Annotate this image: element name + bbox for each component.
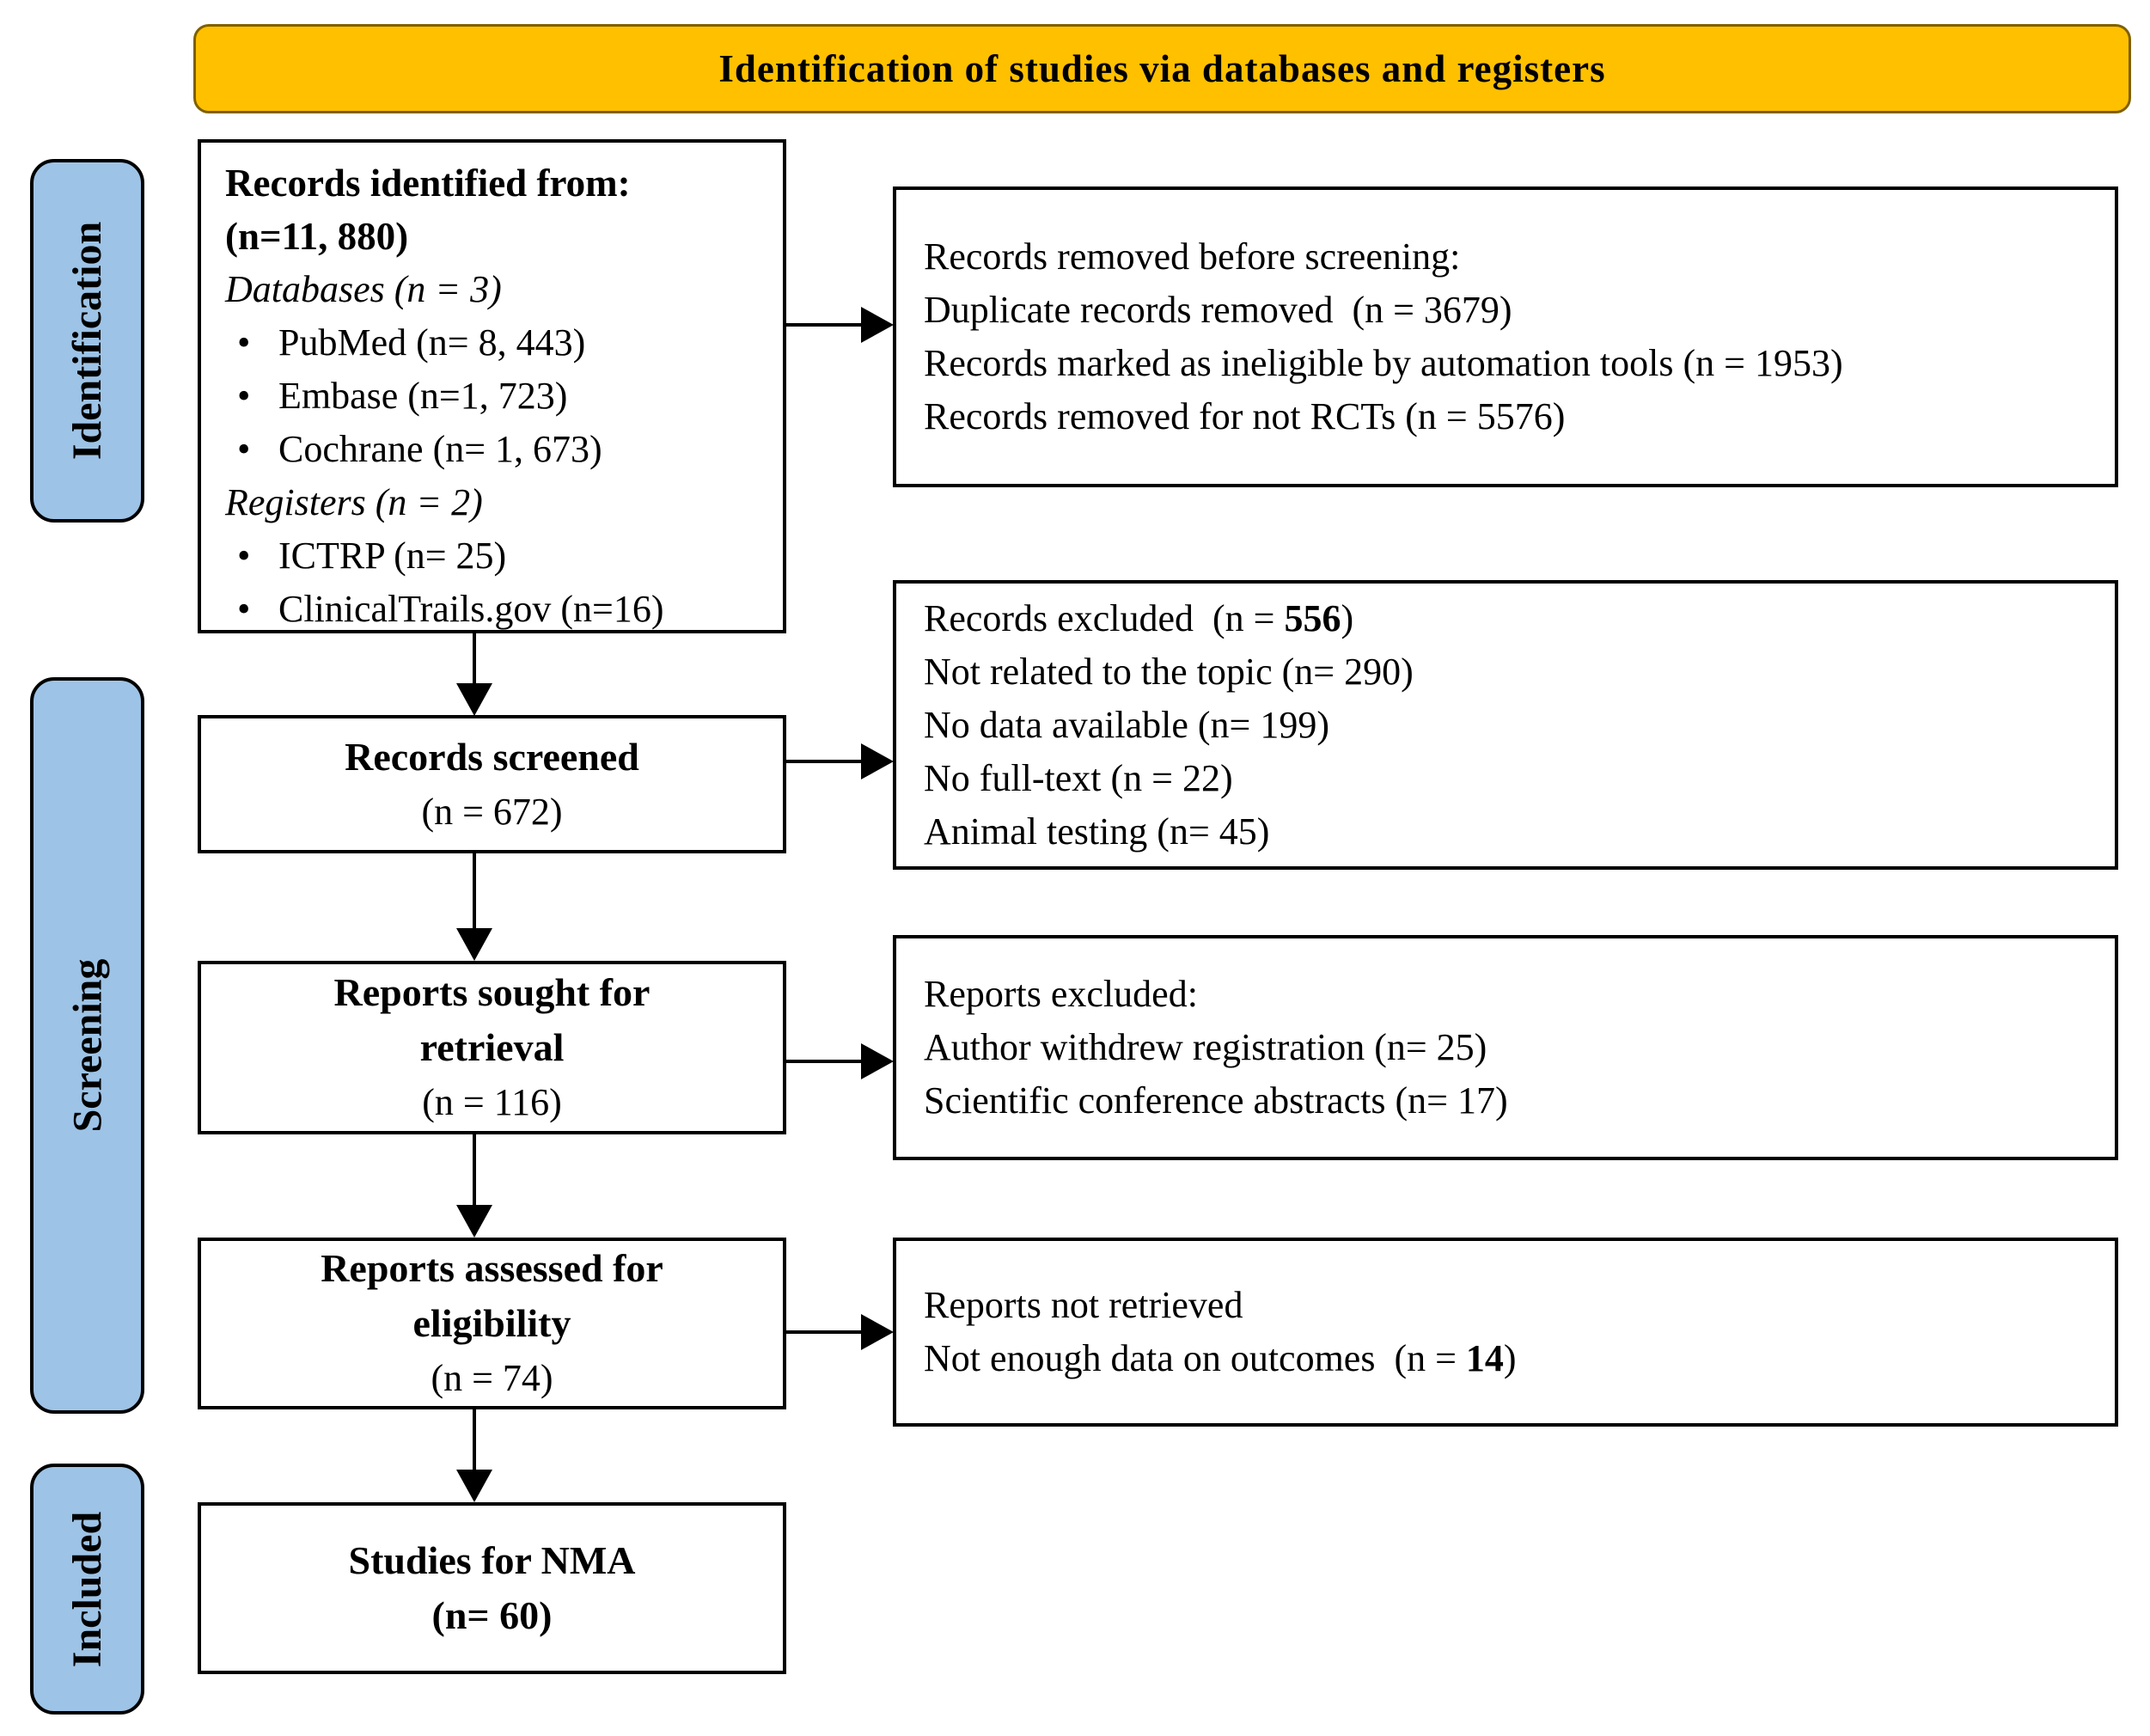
bullet-icon: • <box>237 375 251 417</box>
stage-included-label: Included <box>64 1511 110 1667</box>
reports-excluded-line: Author withdrew registration (n= 25) <box>924 1026 1487 1068</box>
arrowhead-right-icon <box>861 307 894 343</box>
records-removed-line: Duplicate records removed (n = 3679) <box>924 289 1512 331</box>
bullet-icon: • <box>237 428 251 470</box>
register-item: • ClinicalTrails.gov (n=16) <box>225 583 759 636</box>
records-excluded-line: No data available (n= 199) <box>924 703 1329 746</box>
records-excluded-line: Not related to the topic (n= 290) <box>924 650 1414 693</box>
database-item-label: PubMed (n= 8, 443) <box>278 321 586 364</box>
records-screened-count: (n = 672) <box>421 790 563 833</box>
reports-not-retrieved-line: Not enough data on outcomes (n = 14) <box>924 1337 1517 1379</box>
stage-screening: Screening <box>30 677 144 1414</box>
arrow-down-identified-to-screened <box>473 633 476 683</box>
arrow-down-sought-to-assessed <box>473 1134 476 1205</box>
reports-assessed-count: (n = 74) <box>431 1357 553 1399</box>
records-excluded-title: Records excluded (n = 556) <box>924 596 1354 639</box>
records-screened-box: Records screened (n = 672) <box>198 715 786 853</box>
register-item-label: ICTRP (n= 25) <box>278 535 507 577</box>
reports-excluded-title: Reports excluded: <box>924 973 1198 1015</box>
reports-excluded-box: Reports excluded: Author withdrew regist… <box>893 935 2118 1160</box>
arrowhead-down-icon <box>456 1470 492 1502</box>
records-removed-title: Records removed before screening: <box>924 235 1461 278</box>
stage-identification-label: Identification <box>64 221 110 461</box>
registers-header: Registers (n = 2) <box>225 481 483 523</box>
database-item-label: Cochrane (n= 1, 673) <box>278 428 602 470</box>
stage-identification: Identification <box>30 159 144 523</box>
studies-nma-title: Studies for NMA <box>348 1538 636 1582</box>
reports-assessed-box: Reports assessed for eligibility (n = 74… <box>198 1238 786 1409</box>
stage-screening-label: Screening <box>64 958 110 1133</box>
records-identified-title: Records identified from: <box>225 162 631 205</box>
arrow-down-assessed-to-nma <box>473 1409 476 1470</box>
reports-sought-title: Reports sought for retrieval <box>333 970 650 1069</box>
databases-header: Databases (n = 3) <box>225 268 502 310</box>
records-excluded-line: Animal testing (n= 45) <box>924 810 1270 853</box>
bullet-icon: • <box>237 321 251 364</box>
arrowhead-right-icon <box>861 1043 894 1079</box>
arrow-down-screened-to-sought <box>473 853 476 928</box>
database-item-label: Embase (n=1, 723) <box>278 375 568 417</box>
records-removed-box: Records removed before screening: Duplic… <box>893 186 2118 487</box>
reports-not-retrieved-box: Reports not retrieved Not enough data on… <box>893 1238 2118 1427</box>
reports-not-retrieved-title: Reports not retrieved <box>924 1284 1243 1326</box>
reports-excluded-line: Scientific conference abstracts (n= 17) <box>924 1079 1508 1122</box>
database-item: • Embase (n=1, 723) <box>225 370 759 423</box>
database-item: • Cochrane (n= 1, 673) <box>225 423 759 476</box>
arrowhead-down-icon <box>456 1205 492 1238</box>
arrow-right-sought-to-excluded <box>785 1060 861 1063</box>
records-excluded-count: 556 <box>1284 596 1341 639</box>
database-item: • PubMed (n= 8, 443) <box>225 316 759 370</box>
records-removed-line: Records removed for not RCTs (n = 5576) <box>924 395 1566 437</box>
header-banner: Identification of studies via databases … <box>193 24 2131 113</box>
arrowhead-down-icon <box>456 928 492 961</box>
records-removed-line: Records marked as ineligible by automati… <box>924 342 1843 384</box>
register-item: • ICTRP (n= 25) <box>225 529 759 583</box>
header-banner-title: Identification of studies via databases … <box>718 47 1606 90</box>
stage-included: Included <box>30 1464 144 1715</box>
register-item-label: ClinicalTrails.gov (n=16) <box>278 588 664 630</box>
records-screened-title: Records screened <box>345 734 639 779</box>
arrow-right-screened-to-excluded <box>785 760 861 763</box>
arrowhead-right-icon <box>861 1314 894 1350</box>
reports-sought-count: (n = 116) <box>422 1081 562 1123</box>
records-excluded-line: No full-text (n = 22) <box>924 756 1233 799</box>
arrow-right-assessed-to-not-retrieved <box>785 1330 861 1334</box>
reports-not-retrieved-count: 14 <box>1465 1337 1504 1379</box>
arrow-right-identified-to-removed <box>785 323 861 327</box>
reports-sought-box: Reports sought for retrieval (n = 116) <box>198 961 786 1134</box>
records-excluded-box: Records excluded (n = 556) Not related t… <box>893 580 2118 870</box>
records-identified-total: (n=11, 880) <box>225 215 409 258</box>
bullet-icon: • <box>237 535 251 577</box>
records-identified-box: Records identified from: (n=11, 880) Dat… <box>198 139 786 633</box>
bullet-icon: • <box>237 588 251 630</box>
arrowhead-down-icon <box>456 683 492 716</box>
reports-assessed-title: Reports assessed for eligibility <box>321 1246 663 1345</box>
studies-nma-count: (n= 60) <box>431 1593 553 1637</box>
studies-nma-box: Studies for NMA (n= 60) <box>198 1502 786 1674</box>
arrowhead-right-icon <box>861 743 894 779</box>
